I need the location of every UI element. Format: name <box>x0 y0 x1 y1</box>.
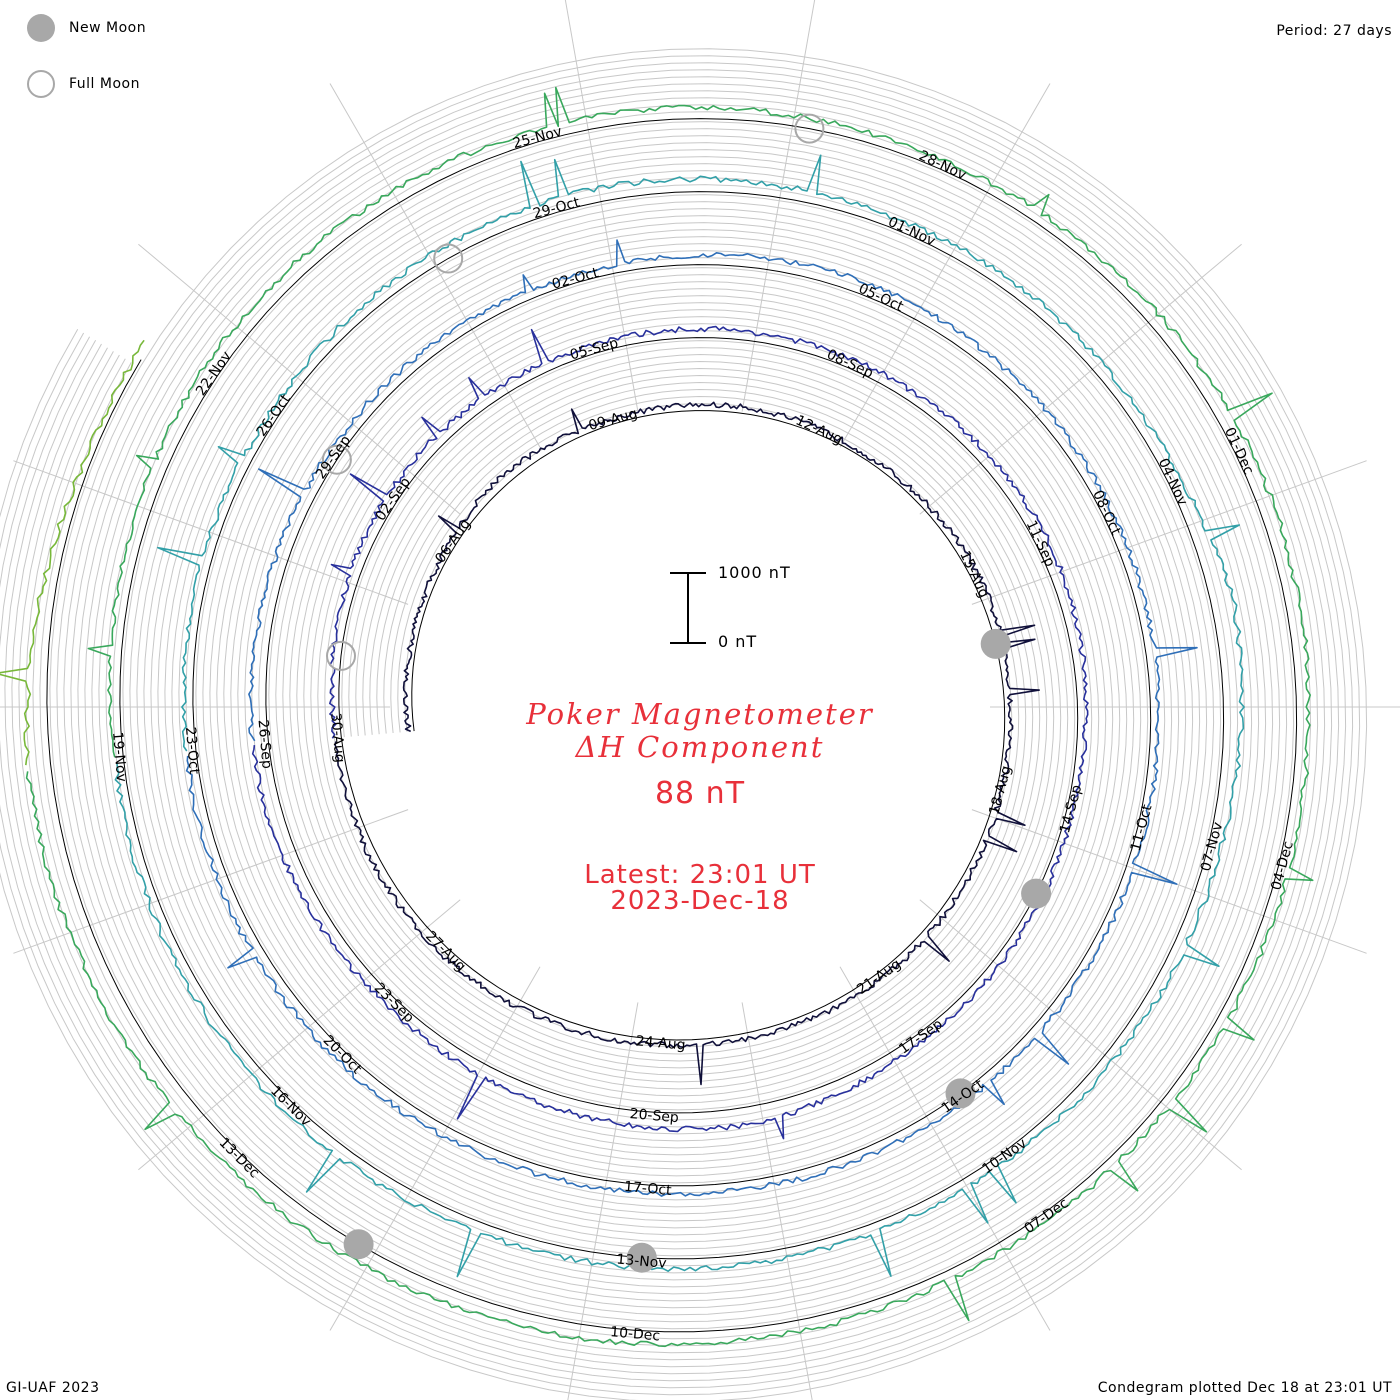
plotted-label: Condegram plotted Dec 18 at 23:01 UT <box>1097 1380 1392 1396</box>
date-label: 21-Aug <box>854 956 904 998</box>
full-moon-icon <box>326 640 356 671</box>
grid-spoke <box>138 899 461 1171</box>
date-label: 11-Sep <box>1023 518 1058 570</box>
series-layer <box>0 86 1314 1348</box>
date-label: 27-Aug <box>422 928 469 975</box>
current-value: 88 nT <box>654 776 746 811</box>
scale-bar <box>670 572 706 644</box>
data-trace-turn-1 <box>251 325 1089 1140</box>
full-moon-icon <box>27 70 55 98</box>
new-moon-icon <box>626 1242 657 1273</box>
new-moon-icon <box>343 1229 374 1260</box>
grid-spiral <box>11 83 1333 1368</box>
credit-label: GI-UAF 2023 <box>6 1380 100 1396</box>
grid-spiral <box>0 48 1368 1400</box>
date-label: 01-Nov <box>885 214 937 250</box>
scale-top-label: 1000 nT <box>718 563 791 582</box>
date-label: 05-Oct <box>856 281 906 316</box>
data-trace-turn-0 <box>334 401 1040 1086</box>
date-label: 23-Oct <box>182 726 202 775</box>
grid-spiral <box>32 104 1312 1347</box>
legend-new-moon: New Moon <box>27 14 146 42</box>
date-label: 13-Nov <box>616 1252 667 1272</box>
grid-spiral <box>25 97 1319 1354</box>
latest-date: 2023-Dec-18 <box>610 886 790 916</box>
full-moon-icon <box>321 444 352 475</box>
date-label: 17-Oct <box>623 1179 672 1199</box>
date-label: 08-Oct <box>1089 488 1124 538</box>
grid-spoke <box>839 966 1051 1331</box>
baseline-spiral <box>46 118 1298 1333</box>
grid-spoke <box>741 1002 813 1400</box>
date-label: 07-Dec <box>1022 1195 1072 1237</box>
new-moon-icon <box>1021 878 1052 909</box>
grid-spoke <box>564 0 639 412</box>
grid-spiral <box>18 90 1326 1361</box>
date-label: 19-Nov <box>109 731 129 782</box>
grid-spoke <box>919 899 1242 1171</box>
date-label: 08-Sep <box>824 346 876 381</box>
baseline-layer <box>46 118 1298 1333</box>
new-moon-icon <box>27 14 55 42</box>
date-label: 12-Aug <box>793 412 845 448</box>
legend-full-moon-label: Full Moon <box>69 76 140 92</box>
grid-spoke <box>13 809 409 954</box>
grid-spoke <box>329 966 541 1331</box>
full-moon-icon <box>433 243 464 274</box>
grid-spiral <box>0 62 1354 1389</box>
chart-title-line1: Poker Magnetometer <box>526 697 874 731</box>
date-label: 23-Sep <box>371 980 417 1026</box>
new-moon-icon <box>945 1078 976 1109</box>
new-moon-icon <box>980 628 1011 659</box>
date-label: 13-Dec <box>216 1135 263 1182</box>
date-label: 17-Sep <box>896 1016 946 1057</box>
moon-markers-layer <box>321 113 1052 1273</box>
date-label: 24-Aug <box>635 1033 686 1053</box>
grid-spiral <box>0 55 1361 1396</box>
date-label: 16-Nov <box>267 1083 314 1130</box>
date-label: 26-Sep <box>255 719 275 770</box>
data-trace-turn-2 <box>185 239 1198 1197</box>
data-trace-turn-4 <box>25 86 1314 1348</box>
legend-full-moon: Full Moon <box>27 70 140 98</box>
date-label: 30-Aug <box>327 712 347 763</box>
data-trace-turn-3 <box>114 154 1245 1278</box>
legend-new-moon-label: New Moon <box>69 20 147 36</box>
grid-spoke <box>13 460 409 605</box>
full-moon-icon <box>794 113 825 144</box>
date-label: 10-Nov <box>980 1136 1030 1178</box>
latest-time: Latest: 23:01 UT <box>584 860 816 890</box>
data-trace-turn-5 <box>0 339 145 766</box>
grid-spiral <box>4 76 1340 1375</box>
grid-spoke <box>567 1002 639 1400</box>
period-label: Period: 27 days <box>1276 23 1392 39</box>
date-label: 04-Nov <box>1155 456 1191 508</box>
chart-title-line2: ΔH Component <box>575 730 825 764</box>
grid-spoke <box>741 0 816 412</box>
date-label: 28-Nov <box>916 148 968 184</box>
scale-bottom-label: 0 nT <box>718 632 758 651</box>
date-label: 15-Aug <box>956 549 992 601</box>
grid-spoke <box>919 243 1242 515</box>
grid-spoke <box>971 460 1367 605</box>
date-label: 20-Oct <box>320 1032 365 1077</box>
date-label: 20-Sep <box>629 1106 680 1126</box>
grid-spiral <box>0 69 1347 1382</box>
grid-spoke <box>839 83 1051 448</box>
date-label: 10-Dec <box>610 1324 661 1344</box>
